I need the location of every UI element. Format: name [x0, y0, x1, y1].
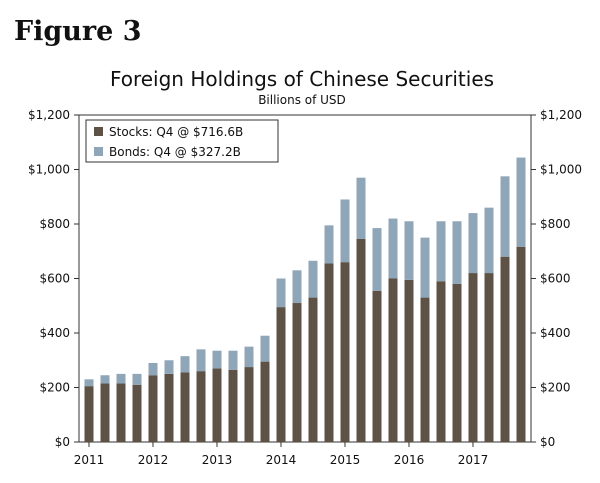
bar-bonds-2017Q3	[500, 176, 510, 257]
bar-stocks-2013Q4	[260, 361, 270, 442]
xtick-label-2012: 2012	[138, 453, 169, 467]
legend-swatch-bonds	[94, 147, 103, 156]
bar-stocks-2016Q1	[404, 279, 414, 442]
bar-stocks-2017Q4	[516, 246, 526, 442]
ytick-label-right-800: $800	[540, 217, 571, 231]
legend-label-bonds: Bonds: Q4 @ $327.2B	[109, 145, 241, 159]
bar-bonds-2015Q3	[372, 228, 382, 291]
bar-stocks-2017Q1	[468, 273, 478, 442]
bar-bonds-2014Q3	[308, 260, 318, 298]
bar-stocks-2017Q2	[484, 273, 494, 442]
bar-bonds-2014Q2	[292, 270, 302, 304]
bar-bonds-2017Q4	[516, 157, 526, 247]
bar-bonds-2013Q3	[244, 346, 254, 368]
bar-bonds-2013Q1	[212, 350, 222, 369]
bar-stocks-2016Q3	[436, 281, 446, 442]
bar-bonds-2011Q3	[116, 373, 126, 384]
xtick-label-2013: 2013	[202, 453, 233, 467]
legend: Stocks: Q4 @ $716.6B Bonds: Q4 @ $327.2B	[85, 119, 279, 163]
bar-bonds-2016Q2	[420, 237, 430, 298]
ytick-label-right-0: $0	[540, 435, 555, 449]
legend-label-stocks: Stocks: Q4 @ $716.6B	[109, 125, 243, 139]
bar-bonds-2011Q4	[132, 373, 142, 385]
bar-bonds-2016Q4	[452, 221, 462, 284]
chart-title: Foreign Holdings of Chinese Securities	[110, 67, 494, 91]
bar-bonds-2011Q2	[100, 375, 110, 384]
bar-stocks-2014Q3	[308, 297, 318, 442]
ytick-label-right-1000: $1,000	[540, 163, 582, 177]
ytick-label-left-800: $800	[39, 217, 70, 231]
figure-label: Figure 3	[14, 16, 142, 47]
bar-stocks-2016Q4	[452, 283, 462, 442]
bar-bonds-2015Q1	[340, 199, 350, 263]
ytick-label-left-1200: $1,200	[28, 108, 70, 122]
bar-bonds-2017Q1	[468, 213, 478, 274]
bar-bonds-2012Q1	[148, 362, 158, 376]
bar-stocks-2015Q3	[372, 290, 382, 442]
bar-bonds-2014Q4	[324, 225, 334, 264]
bar-stocks-2012Q1	[148, 375, 158, 442]
bar-stocks-2015Q2	[356, 238, 366, 442]
bar-stocks-2015Q4	[388, 278, 398, 442]
ytick-label-right-600: $600	[540, 272, 571, 286]
bar-bonds-2013Q4	[260, 335, 270, 362]
ytick-label-left-400: $400	[39, 326, 70, 340]
bar-stocks-2011Q2	[100, 383, 110, 442]
bar-bonds-2012Q3	[180, 356, 190, 373]
bar-stocks-2011Q1	[84, 386, 94, 442]
ytick-label-left-0: $0	[55, 435, 70, 449]
xtick-label-2017: 2017	[458, 453, 489, 467]
legend-swatch-stocks	[94, 127, 103, 136]
bar-bonds-2012Q2	[164, 360, 174, 374]
bar-stocks-2016Q2	[420, 297, 430, 442]
bar-stocks-2013Q3	[244, 367, 254, 442]
bar-stocks-2014Q1	[276, 307, 286, 442]
bar-stocks-2014Q4	[324, 263, 334, 442]
bar-bonds-2013Q2	[228, 350, 238, 370]
ytick-label-right-200: $200	[540, 381, 571, 395]
bar-bonds-2016Q1	[404, 221, 414, 280]
bar-stocks-2017Q3	[500, 256, 510, 442]
bar-stocks-2011Q3	[116, 383, 126, 442]
bar-bonds-2017Q2	[484, 207, 494, 274]
ytick-label-left-600: $600	[39, 272, 70, 286]
bar-bonds-2014Q1	[276, 278, 286, 308]
plot-frame	[78, 114, 532, 443]
bar-stocks-2012Q2	[164, 373, 174, 443]
bars-group	[84, 157, 526, 443]
bar-stocks-2011Q4	[132, 384, 142, 442]
bar-stocks-2015Q1	[340, 262, 350, 442]
bar-bonds-2012Q4	[196, 349, 206, 372]
ytick-label-right-400: $400	[540, 326, 571, 340]
chart-subtitle: Billions of USD	[258, 93, 346, 107]
xtick-label-2016: 2016	[394, 453, 425, 467]
legend-box	[85, 119, 279, 163]
bar-bonds-2015Q2	[356, 177, 366, 239]
bar-bonds-2016Q3	[436, 221, 446, 282]
ytick-label-left-1000: $1,000	[28, 163, 70, 177]
bar-stocks-2012Q4	[196, 371, 206, 442]
bar-bonds-2015Q4	[388, 218, 398, 279]
bar-stocks-2012Q3	[180, 372, 190, 442]
ytick-label-left-200: $200	[39, 381, 70, 395]
xtick-label-2015: 2015	[330, 453, 361, 467]
bar-stocks-2013Q2	[228, 369, 238, 442]
bar-stocks-2014Q2	[292, 303, 302, 442]
xtick-label-2011: 2011	[74, 453, 105, 467]
xtick-label-2014: 2014	[266, 453, 297, 467]
ytick-label-right-1200: $1,200	[540, 108, 582, 122]
bar-stocks-2013Q1	[212, 368, 222, 442]
axes-group: $0 $0 $200 $200 $400 $400 $600 $600 $800 $800 $1,0…	[28, 108, 582, 467]
bar-bonds-2011Q1	[84, 379, 94, 387]
